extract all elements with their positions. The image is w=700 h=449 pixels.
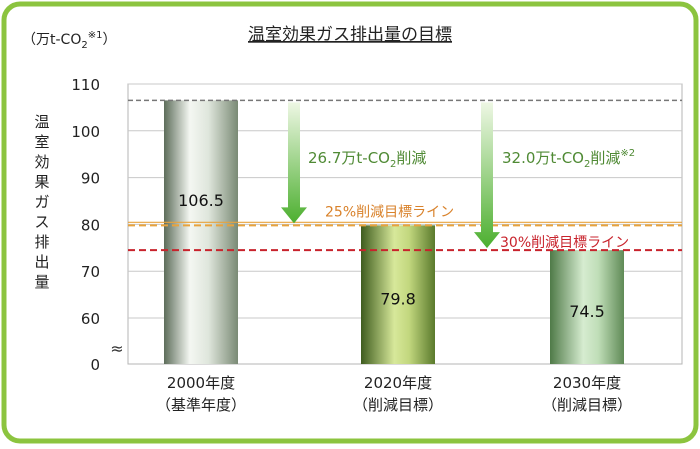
x-category-label: 2020年度: [364, 374, 432, 392]
y-axis-label-char: 出: [34, 253, 49, 271]
bar-1: [164, 100, 238, 364]
y-tick-label: 100: [71, 123, 100, 141]
y-tick-label: 0: [90, 356, 100, 374]
x-axis-labels: 2000年度 （基準年度） 2020年度 （削減目標） 2030年度 （削減目標）: [156, 374, 632, 414]
y-axis-label-char: 量: [34, 273, 49, 291]
reference-lines: 25%削減目標ライン 30%削減目標ライン: [128, 99, 682, 252]
bar-2: [361, 225, 435, 364]
chart-title: 温室効果ガス排出量の目標: [248, 25, 452, 45]
y-axis-label-char: ガ: [34, 193, 49, 211]
reduction-arrow: [474, 102, 500, 249]
reduction-arrows: 26.7万t-CO2削減 32.0万t-CO2削減※2: [281, 102, 635, 249]
x-category-label: 2000年度: [167, 374, 235, 392]
bar-value-label: 106.5: [178, 191, 224, 210]
y-axis-label-char: 排: [34, 233, 49, 251]
bars: 106.5 79.8 74.5: [164, 100, 624, 364]
y-tick-label: 110: [71, 76, 100, 94]
bar-3: [550, 250, 624, 364]
reference-line-label: 25%削減目標ライン: [325, 203, 454, 220]
unit-label: （万t-CO2※1）: [22, 30, 116, 51]
reduction-annotation: 26.7万t-CO2削減: [308, 149, 426, 170]
y-tick-label: 80: [81, 216, 100, 234]
x-category-sublabel: （基準年度）: [156, 396, 246, 414]
y-axis-label-char: 室: [34, 133, 49, 151]
y-axis-label-char: 効: [34, 153, 49, 171]
y-axis-label: 温室効果ガス排出量: [34, 113, 49, 291]
y-axis-ticks: 0 60 70 80 90 100 110: [71, 76, 100, 374]
y-tick-label: 70: [81, 263, 100, 281]
x-category-label: 2030年度: [553, 374, 621, 392]
reduction-annotation: 32.0万t-CO2削減※2: [502, 148, 635, 170]
y-axis-label-char: ス: [34, 213, 49, 231]
reduction-arrow: [281, 102, 307, 224]
axis-break-symbol: ≈: [110, 339, 123, 358]
y-tick-label: 90: [81, 170, 100, 188]
bar-value-label: 74.5: [569, 302, 605, 321]
y-axis-label-char: 果: [34, 173, 49, 191]
y-tick-label: 60: [81, 310, 100, 328]
bar-value-label: 79.8: [380, 290, 416, 309]
y-axis-label-char: 温: [34, 113, 49, 131]
x-category-sublabel: （削減目標）: [353, 396, 443, 414]
reference-line-label: 30%削減目標ライン: [500, 234, 629, 251]
x-category-sublabel: （削減目標）: [542, 396, 632, 414]
